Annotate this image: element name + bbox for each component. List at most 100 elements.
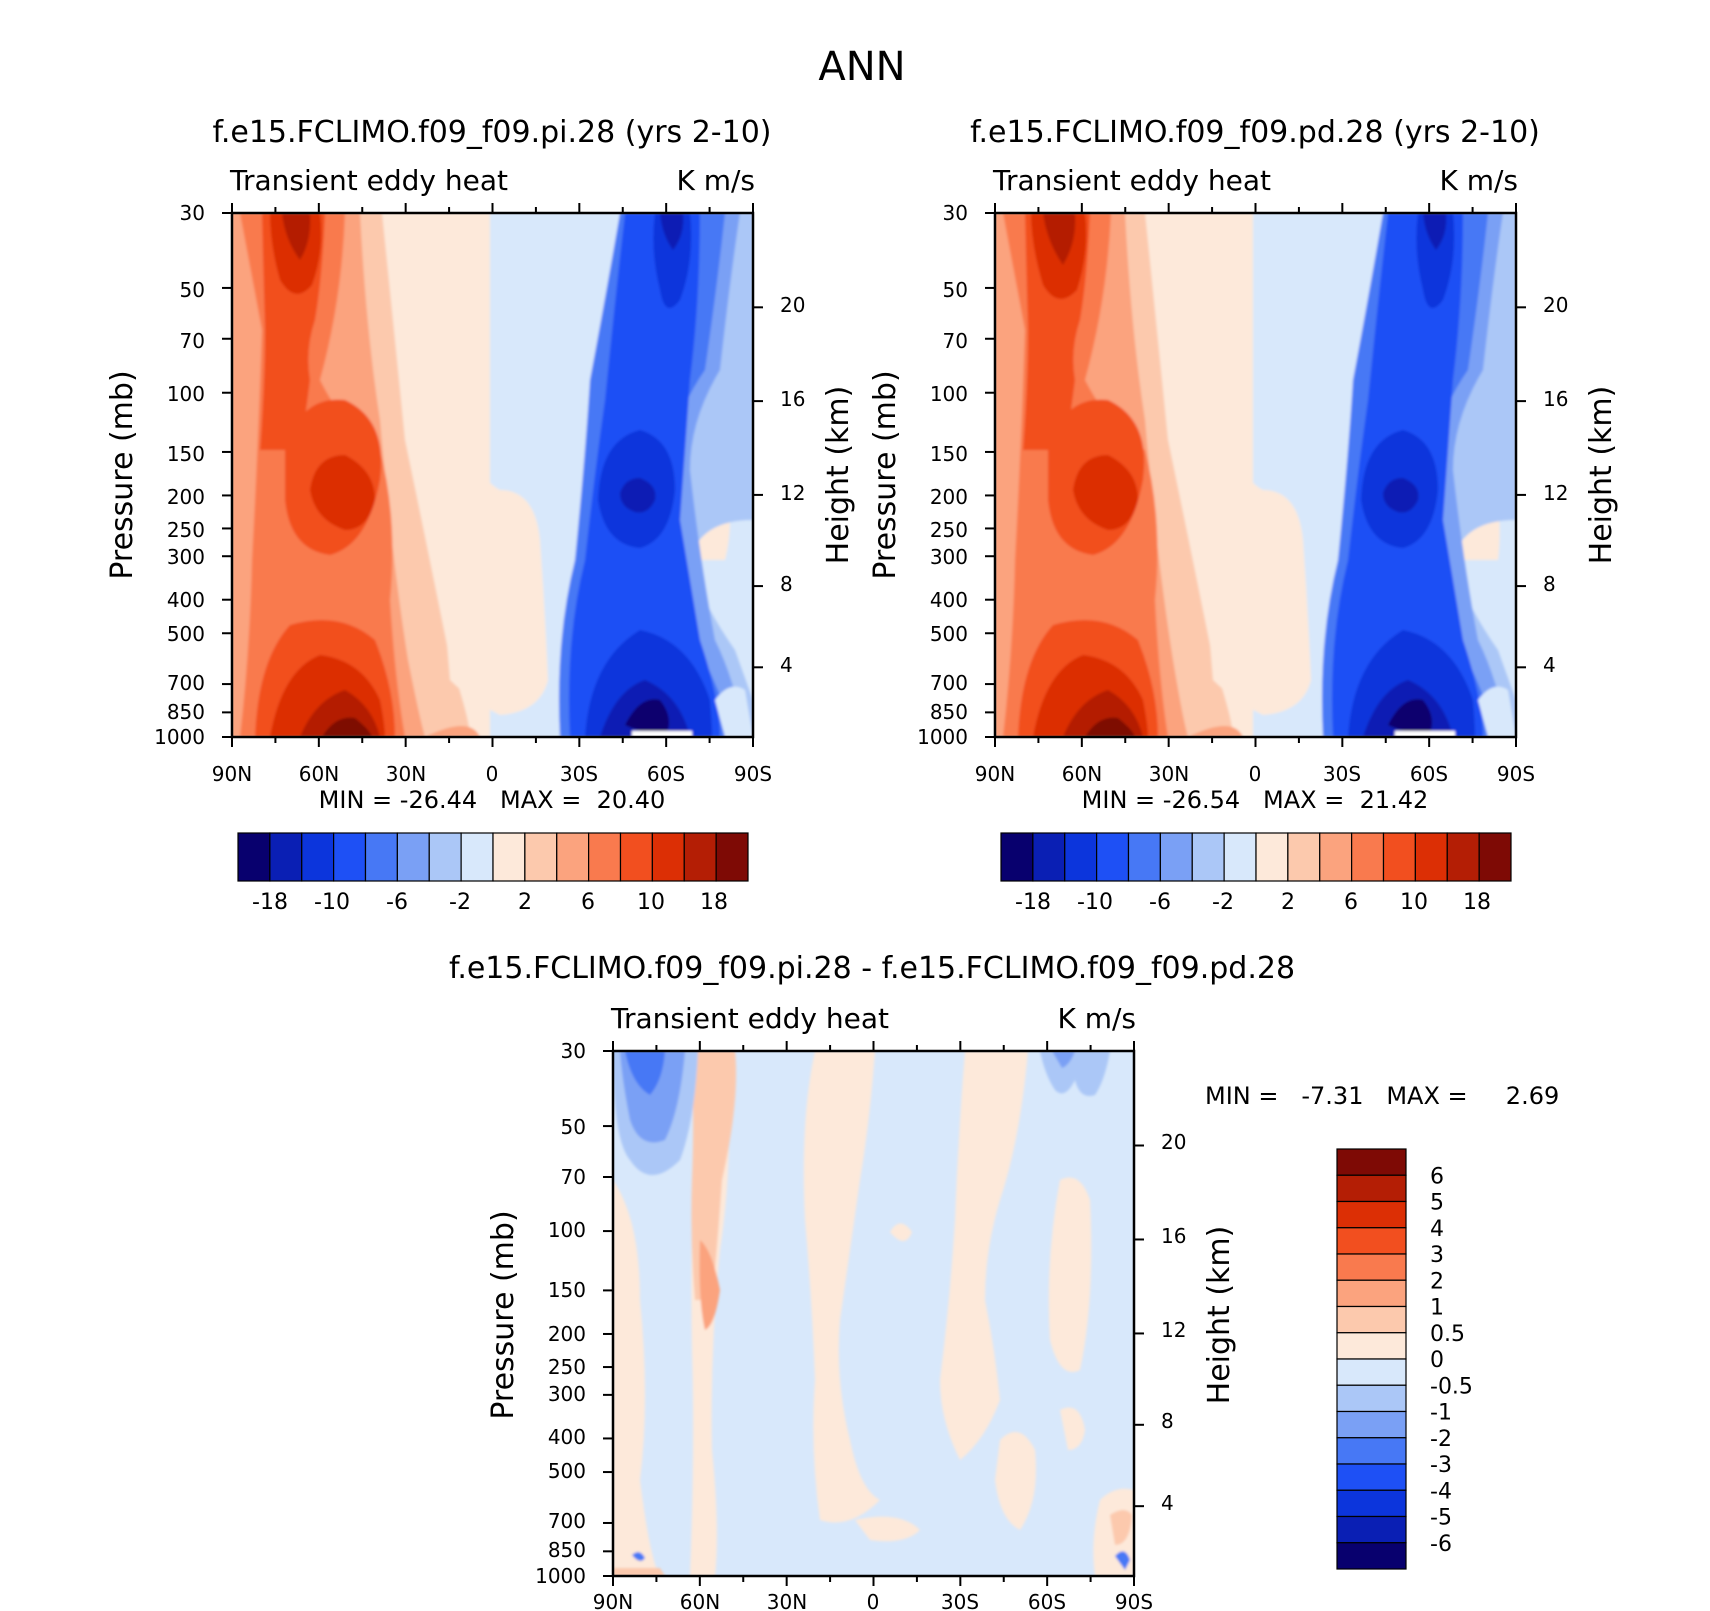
y-tick-label: 850 [167,700,205,724]
y-tick-label: 50 [561,1115,586,1139]
colorbar-label: 18 [1463,890,1491,915]
y-right-tick-label: 20 [780,293,805,317]
colorbar-swatch [1336,1463,1407,1491]
y-right-axis-label: Height (km) [1584,386,1619,565]
colorbar-swatch [364,832,398,882]
colorbar-swatch [1000,832,1034,882]
y-right-tick-label: 8 [1543,572,1556,596]
colorbar-label: -10 [314,890,350,915]
colorbar-label: -2 [1430,1427,1452,1452]
y-tick-label: 300 [167,545,205,569]
colorbar-swatch [269,832,303,882]
colorbar-swatch [1336,1437,1407,1465]
colorbar-label: 2 [1430,1269,1444,1294]
panel-diff-stats: MIN = -7.31 MAX = 2.69 [1205,1082,1559,1110]
y-right-axis-label: Height (km) [821,386,856,565]
x-tick-label: 90S [1115,1590,1153,1611]
colorbar-swatch [619,832,653,882]
colorbar-swatch [1127,832,1161,882]
y-tick-label: 400 [930,588,968,612]
panel-pd-subtitle-right: K m/s [1439,164,1518,197]
colorbar-label: 2 [1281,890,1295,915]
colorbar-swatch [588,832,622,882]
colorbar-label: 6 [1430,1164,1444,1189]
x-tick-label: 90N [212,762,252,786]
colorbar-swatch [1336,1253,1407,1281]
colorbar-swatch [460,832,494,882]
colorbar-label: 1 [1430,1296,1444,1321]
y-right-tick-label: 20 [1161,1130,1186,1154]
colorbar-swatch [1287,832,1321,882]
y-tick-label: 100 [548,1218,586,1242]
colorbar-swatch [1064,832,1098,882]
x-tick-label: 60N [299,762,339,786]
colorbar-swatch [1319,832,1353,882]
colorbar-swatch [1446,832,1480,882]
colorbar-swatch [1336,1489,1407,1518]
x-tick-label: 60N [680,1590,720,1611]
colorbar-swatch [1223,832,1257,882]
colorbar-swatch [1191,832,1225,882]
panel-pd-subtitle-left: Transient eddy heat [992,164,1271,197]
panel-pi-subtitle-right: K m/s [676,164,755,197]
colorbar-swatch [1336,1305,1407,1334]
colorbar-swatch [1414,832,1448,882]
colorbar-swatch [428,832,462,882]
y-right-tick-label: 4 [1543,653,1556,677]
colorbar-swatch [1096,832,1130,882]
colorbar-swatch [1336,1410,1407,1439]
x-tick-label: 60S [1028,1590,1066,1611]
colorbar-label: -2 [449,890,471,915]
x-tick-label: 0 [1249,762,1262,786]
colorbar-label: 10 [1400,890,1428,915]
x-tick-label: 30N [1149,762,1189,786]
colorbar-swatch [651,832,685,882]
panel-pi-colorbar [237,832,749,882]
y-tick-label: 700 [167,671,205,695]
colorbar-label: -2 [1212,890,1234,915]
x-tick-label: 30N [386,762,426,786]
y-right-tick-label: 20 [1543,293,1568,317]
panel-pi-field [232,213,753,737]
x-tick-label: 90S [734,762,772,786]
panel-pd: f.e15.FCLIMO.f09_f09.pd.28 (yrs 2-10) Tr… [868,115,1619,915]
x-tick-label: 60S [647,762,685,786]
y-tick-label: 70 [180,329,205,353]
x-tick-label: 30S [560,762,598,786]
colorbar-swatch [1032,832,1066,882]
colorbar-label: -6 [1430,1532,1452,1557]
y-tick-label: 700 [548,1509,586,1533]
y-right-tick-label: 16 [1161,1224,1186,1248]
colorbar-swatch [1336,1279,1407,1308]
y-right-tick-label: 16 [1543,387,1568,411]
figure-title: ANN [818,44,905,90]
x-tick-label: 90N [593,1590,633,1611]
y-tick-label: 30 [943,201,968,225]
colorbar-label: -0.5 [1430,1374,1473,1399]
colorbar-swatch [333,832,367,882]
x-tick-label: 30S [941,1590,979,1611]
panel-diff-subtitle-left: Transient eddy heat [610,1002,889,1035]
y-right-tick-label: 12 [1161,1318,1186,1342]
x-tick-label: 30S [1323,762,1361,786]
y-right-tick-label: 12 [1543,481,1568,505]
y-right-tick-label: 8 [780,572,793,596]
colorbar-label: 0.5 [1430,1322,1465,1347]
colorbar-swatch [556,832,590,882]
y-axis-label: Pressure (mb) [486,1210,521,1419]
y-tick-label: 400 [167,588,205,612]
y-tick-label: 250 [548,1355,586,1379]
y-right-tick-label: 8 [1161,1409,1174,1433]
colorbar-label: -6 [1149,890,1171,915]
y-tick-label: 150 [167,442,205,466]
colorbar-swatch [683,832,717,882]
panel-pd-axes: 90N 60N 30N 0 30S 60S 90S 30 50 70 100 1… [868,201,1619,786]
panel-pi-colorbar-labels: -18 -10 -6 -2 2 6 10 18 [252,890,728,915]
colorbar-swatch [1351,832,1385,882]
y-tick-label: 1000 [917,725,968,749]
colorbar-swatch [1382,832,1416,882]
y-tick-label: 200 [548,1322,586,1346]
panel-diff-field [613,1051,1134,1576]
y-tick-label: 250 [930,518,968,542]
